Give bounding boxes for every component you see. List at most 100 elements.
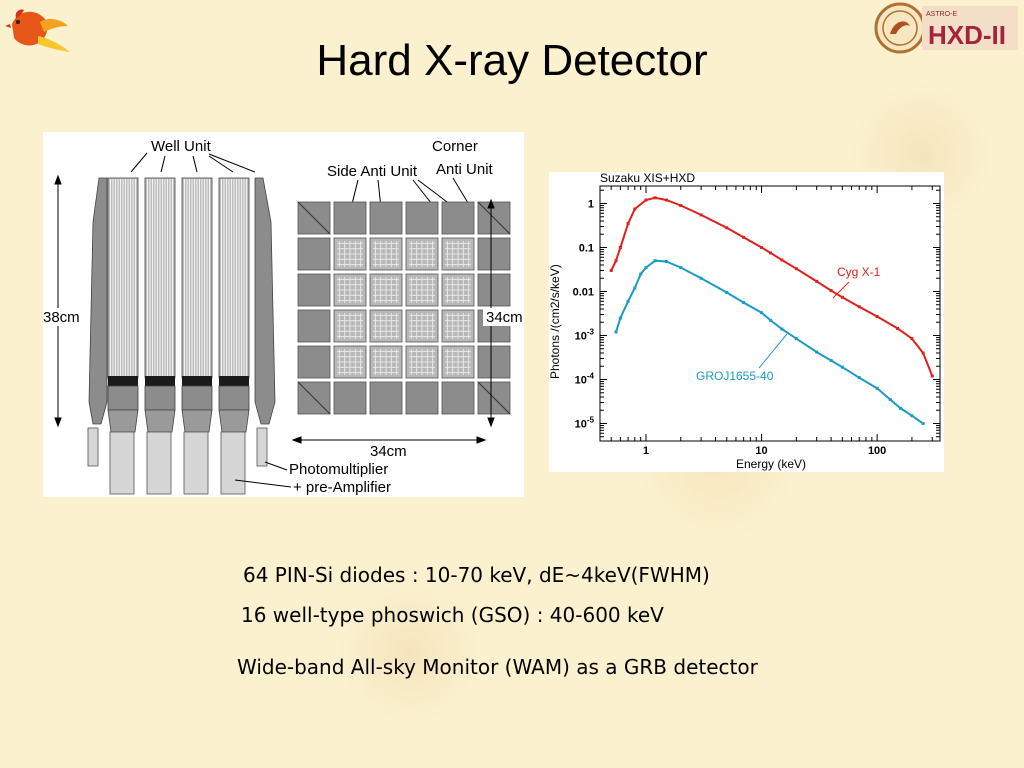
anti-unit-cell bbox=[333, 201, 367, 235]
data-point bbox=[633, 207, 637, 211]
data-point bbox=[899, 406, 903, 410]
data-point bbox=[626, 222, 630, 226]
data-point bbox=[626, 299, 630, 303]
data-point bbox=[769, 318, 773, 322]
data-point bbox=[794, 267, 798, 271]
data-point bbox=[609, 269, 613, 273]
side-anti-unit-label: Side Anti Unit bbox=[327, 163, 418, 180]
data-point bbox=[769, 251, 773, 255]
data-point bbox=[815, 279, 819, 283]
data-point bbox=[699, 213, 703, 217]
detector-diagram: Well Unit Side Anti Unit Corner Anti Uni… bbox=[43, 132, 524, 497]
data-point bbox=[875, 386, 879, 390]
bullet-wam: Wide-band All-sky Monitor (WAM) as a GRB… bbox=[237, 655, 758, 679]
y-axis-label: Photons /(cm2/s/keV) bbox=[549, 264, 562, 379]
data-point bbox=[742, 301, 746, 305]
data-point bbox=[840, 295, 844, 299]
data-point bbox=[857, 376, 861, 380]
pmt-label-line2: + pre-Amplifier bbox=[293, 479, 391, 496]
anti-unit-cell bbox=[405, 381, 439, 415]
hxd-logo-icon: ASTRO-E HXD-II bbox=[874, 2, 1018, 54]
y-tick-label: 10-4 bbox=[575, 371, 595, 386]
data-point bbox=[725, 290, 729, 294]
svg-text:ASTRO-E: ASTRO-E bbox=[926, 11, 957, 18]
anti-unit-cell bbox=[477, 273, 511, 307]
data-point bbox=[780, 258, 784, 262]
x-tick-label: 10 bbox=[755, 445, 767, 457]
anti-unit-cell bbox=[297, 237, 331, 271]
top-view-grid bbox=[297, 201, 511, 415]
data-point bbox=[888, 398, 892, 402]
data-point bbox=[679, 204, 683, 208]
well-unit-label: Well Unit bbox=[151, 138, 212, 155]
data-point bbox=[614, 259, 618, 263]
data-point bbox=[614, 330, 618, 334]
anti-unit-cell bbox=[405, 201, 439, 235]
spectrum-chart: Suzaku XIS+HXD 1 10 100 10-5 10-4 10-3 0.01 0.1… bbox=[549, 172, 944, 472]
anti-unit-cell bbox=[477, 237, 511, 271]
anti-unit-cell bbox=[333, 381, 367, 415]
anti-unit-cell bbox=[369, 381, 403, 415]
bullet-phoswich: 16 well-type phoswich (GSO) : 40-600 keV bbox=[241, 603, 664, 627]
svg-text:HXD-II: HXD-II bbox=[928, 20, 1006, 50]
data-point bbox=[760, 311, 764, 315]
data-point bbox=[653, 196, 657, 200]
data-point bbox=[618, 316, 622, 320]
chart-title: Suzaku XIS+HXD bbox=[600, 172, 695, 185]
y-tick-label: 10-3 bbox=[575, 327, 595, 342]
anti-unit-cell bbox=[297, 309, 331, 343]
data-point bbox=[895, 326, 899, 330]
data-point bbox=[664, 260, 668, 264]
data-point bbox=[829, 289, 833, 293]
data-point bbox=[815, 350, 819, 354]
data-point bbox=[780, 327, 784, 331]
data-point bbox=[794, 337, 798, 341]
x-tick-label: 1 bbox=[643, 445, 649, 457]
y-tick-label: 1 bbox=[588, 199, 594, 211]
pmt-label-line1: Photomultiplier bbox=[289, 461, 388, 478]
anti-unit-cell bbox=[297, 273, 331, 307]
bottom-size-label: 34cm bbox=[370, 443, 407, 460]
slide-title: Hard X-ray Detector bbox=[316, 36, 708, 85]
data-point bbox=[644, 266, 648, 270]
data-point bbox=[699, 276, 703, 280]
data-point bbox=[633, 286, 637, 290]
anti-unit-cell bbox=[441, 201, 475, 235]
side-size-label: 34cm bbox=[486, 309, 523, 326]
anti-unit-cell bbox=[297, 345, 331, 379]
data-point bbox=[930, 374, 934, 378]
x-tick-label: 100 bbox=[868, 445, 886, 457]
data-point bbox=[921, 421, 925, 425]
data-point bbox=[829, 359, 833, 363]
legend-cygx1: Cyg X-1 bbox=[837, 265, 881, 279]
corner-label-line1: Corner bbox=[432, 138, 478, 155]
height-label: 38cm bbox=[43, 309, 80, 326]
data-point bbox=[921, 351, 925, 355]
data-point bbox=[910, 337, 914, 341]
data-point bbox=[857, 305, 861, 309]
bullet-pin-diodes: 64 PIN-Si diodes : 10-70 keV, dE~4keV(FW… bbox=[243, 563, 710, 587]
legend-groj1655: GROJ1655-40 bbox=[696, 369, 774, 383]
data-point bbox=[644, 198, 648, 202]
anti-unit-cell bbox=[369, 201, 403, 235]
y-tick-label: 10-5 bbox=[575, 415, 595, 430]
y-tick-label: 0.1 bbox=[579, 243, 594, 255]
data-point bbox=[910, 414, 914, 418]
y-tick-label: 0.01 bbox=[573, 287, 594, 299]
well-units-side-view bbox=[87, 177, 276, 495]
data-point bbox=[664, 198, 668, 202]
data-point bbox=[618, 246, 622, 250]
data-point bbox=[742, 235, 746, 239]
data-point bbox=[725, 226, 729, 230]
data-point bbox=[840, 365, 844, 369]
x-axis-label: Energy (keV) bbox=[736, 457, 806, 471]
data-point bbox=[875, 315, 879, 319]
anti-unit-cell bbox=[441, 381, 475, 415]
data-point bbox=[653, 259, 657, 263]
data-point bbox=[639, 272, 643, 276]
data-point bbox=[679, 266, 683, 270]
corner-label-line2: Anti Unit bbox=[436, 161, 494, 178]
bird-logo-icon bbox=[5, 9, 70, 52]
data-point bbox=[760, 246, 764, 250]
anti-unit-cell bbox=[477, 345, 511, 379]
